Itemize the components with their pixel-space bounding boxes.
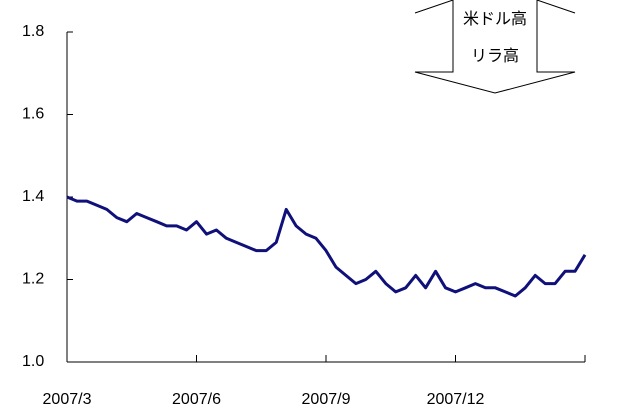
x-tick-label: 2007/9	[302, 391, 351, 408]
up-arrow-edge	[414, 0, 576, 14]
annotation-arrow	[414, 0, 576, 94]
y-tick-label: 1.0	[22, 353, 44, 370]
y-tick-label: 1.8	[22, 23, 44, 40]
x-tick-label: 2007/12	[427, 391, 485, 408]
annotation: リラ高	[471, 47, 519, 65]
x-tick-label: 2007/6	[172, 391, 221, 408]
y-tick-label: 1.6	[22, 106, 44, 123]
x-tick-label: 2007/3	[43, 391, 92, 408]
y-tick-label: 1.2	[22, 271, 44, 288]
line-series	[66, 195, 587, 298]
y-tick-label: 1.4	[22, 188, 44, 205]
annotation: 米ドル高	[463, 10, 527, 28]
down-arrow	[414, 0, 576, 94]
